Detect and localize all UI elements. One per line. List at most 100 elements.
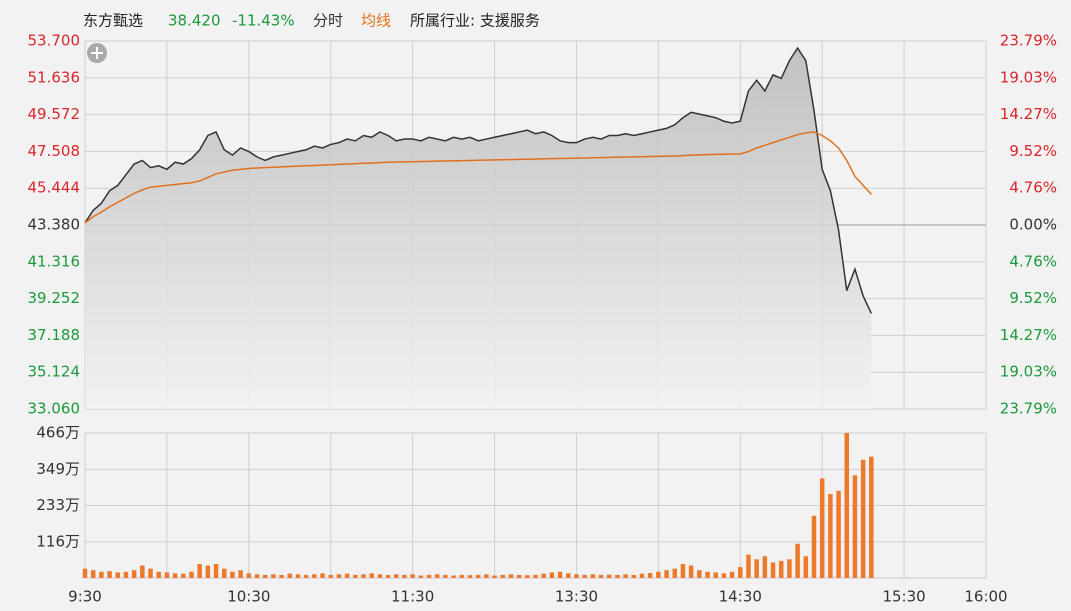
volume-bar [90,570,96,578]
volume-bar [713,572,718,578]
volume-bar [516,574,522,578]
volume-bar [230,571,235,578]
volume-bar [615,574,620,578]
y-tick-label: 47.508 [28,142,81,160]
volume-bar [746,554,751,578]
volume-tick-label: 116万 [36,532,80,550]
volume-bar [590,574,596,578]
volume-bar [402,574,407,578]
avg-legend[interactable]: 均线 [361,12,391,30]
y2-tick-label: 19.03% [1000,68,1057,86]
volume-bar [172,573,178,578]
volume-bar [434,574,440,578]
volume-bar [754,559,759,578]
zoom-button[interactable] [87,43,107,63]
y2-tick-label: 9.52% [1009,142,1057,160]
volume-bar [123,571,129,578]
volume-bar [131,570,137,578]
volume-bar [353,574,358,578]
volume-bar [164,572,170,578]
volume-bar [369,573,374,578]
volume-bar [377,574,383,578]
volume-bar [181,573,186,578]
volume-bar [836,490,841,578]
volume-bar [623,574,628,578]
volume-bar [459,574,465,578]
volume-bar [99,571,104,578]
volume-bar [500,574,505,578]
volume-bar [533,574,538,578]
y2-tick-label: 4.76% [1009,252,1057,270]
volume-bar [582,574,587,578]
volume-bar [287,573,293,578]
volume-bar [566,573,571,578]
volume-tick-label: 233万 [36,496,80,514]
y-tick-label: 43.380 [28,216,81,234]
volume-bar [320,573,325,578]
volume-bar [328,574,333,578]
volume-bar [426,574,432,578]
volume-bar [770,562,776,578]
stock-price: 38.420 [168,12,221,30]
volume-bar [631,574,637,578]
volume-bar [787,559,792,578]
volume-bar [205,565,211,578]
x-tick-label: 16:00 [964,588,1007,606]
volume-bar [492,575,497,578]
volume-bar [148,568,153,578]
volume-bar [541,573,546,578]
volume-bar [680,563,686,578]
volume-bar [803,556,809,578]
volume-bar [738,567,743,578]
volume-bar [262,574,268,578]
volume-bar [410,574,415,578]
price-line [84,46,873,314]
volume-bar [418,575,424,578]
volume-bar [795,543,800,578]
volume-bar [557,571,563,578]
volume-bar [705,571,710,578]
volume-bar [361,574,366,578]
x-tick-label: 10:30 [227,588,270,606]
volume-bar [82,568,88,578]
volume-bar [238,570,243,578]
y-tick-label: 37.188 [28,326,81,344]
volume-bar [156,571,161,578]
volume-bar [639,573,645,578]
y-tick-label: 45.444 [28,179,81,197]
volume-bar [672,568,677,578]
volume-bar [688,565,694,578]
volume-bar [762,556,768,578]
volume-bar [336,574,342,578]
x-tick-label: 15:30 [882,588,925,606]
price-area [85,48,872,410]
volume-bar [140,565,145,578]
volume-bar [606,574,612,578]
volume-bar [729,571,735,578]
volume-bar [484,574,489,578]
y2-tick-label: 23.79% [1000,400,1057,418]
volume-bar [475,574,481,578]
volume-bar [656,571,661,578]
stock-name: 东方甄选 [83,12,143,30]
volume-bar [525,575,530,578]
y2-tick-label: 19.03% [1000,363,1057,381]
volume-bar [869,456,874,578]
y2-tick-label: 4.76% [1009,179,1057,197]
volume-bar [385,574,391,578]
mode-tab[interactable]: 分时 [313,12,343,30]
volume-bar [574,574,579,578]
y-tick-label: 53.700 [28,32,81,50]
y-tick-label: 41.316 [28,252,81,270]
volume-bar [213,563,219,578]
x-tick-label: 11:30 [391,588,434,606]
volume-bar [394,574,399,578]
stock-change: -11.43% [232,12,295,30]
volume-bar [467,575,473,578]
volume-bar [197,563,202,578]
volume-bar [721,573,727,578]
volume-bar [697,570,702,578]
y-tick-label: 35.124 [28,363,81,381]
volume-bar [598,574,604,578]
